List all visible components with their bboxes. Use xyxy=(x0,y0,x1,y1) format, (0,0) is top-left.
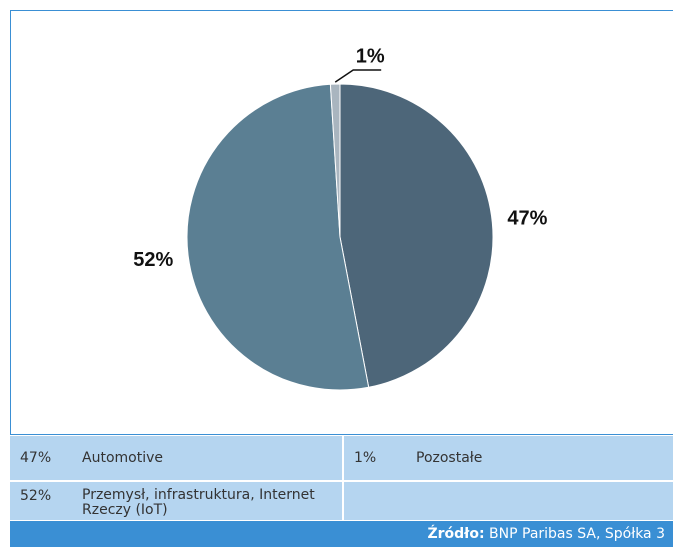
data-label: 52% xyxy=(133,249,173,271)
legend-label: Przemysł, infrastruktura, Internet Rzecz… xyxy=(82,487,315,518)
chart: 47% 52% 1% xyxy=(133,45,548,391)
pie-slice xyxy=(329,83,341,238)
leader-line xyxy=(334,69,382,83)
legend-cell: 1% Pozostałe xyxy=(344,436,673,480)
legend-label: Automotive xyxy=(82,450,163,466)
pie-slice xyxy=(186,83,370,391)
legend-value: 1% xyxy=(354,450,377,466)
data-label: 47% xyxy=(507,208,547,230)
source: Źródło: BNP Paribas SA, Spółka 3 xyxy=(10,521,673,547)
legend-cell: 52% Przemysł, infrastruktura, Internet Rz… xyxy=(10,482,342,520)
pie-slice xyxy=(339,83,494,388)
data-label: 1% xyxy=(356,45,385,67)
legend-value: 47% xyxy=(20,450,52,466)
legend-cell: 47% Automotive xyxy=(10,436,342,480)
legend-value: 52% xyxy=(20,488,52,504)
legend-cell xyxy=(344,482,673,520)
legend-label: Pozostałe xyxy=(416,450,483,466)
source-label: Źródło: xyxy=(427,526,485,542)
source-text: BNP Paribas SA, Spółka 3 xyxy=(489,526,665,542)
chart-frame xyxy=(10,10,673,435)
